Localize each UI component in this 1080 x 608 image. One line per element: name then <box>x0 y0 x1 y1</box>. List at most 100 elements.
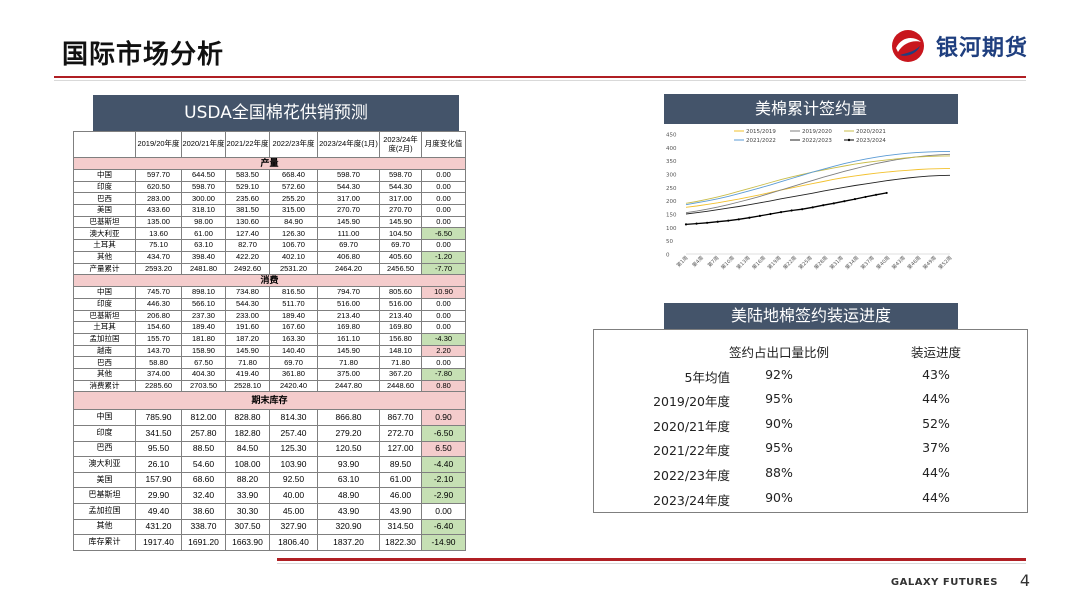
data-point <box>811 206 814 209</box>
row-label: 产量累计 <box>73 262 136 276</box>
table-row: 澳大利亚 26.10 54.60 108.00 103.90 93.90 89.50 -4.4… <box>73 456 466 473</box>
value-cell: 71.80 <box>225 356 270 369</box>
value-cell: 33.90 <box>225 487 270 504</box>
value-cell: 898.10 <box>181 286 226 299</box>
value-cell: 419.40 <box>225 368 270 381</box>
row-label: 土耳其 <box>73 239 136 252</box>
table-row: 巴西 58.80 67.50 71.80 69.70 71.80 71.80 0.00 <box>73 356 466 369</box>
data-point <box>885 191 888 195</box>
value-cell: 544.30 <box>225 297 270 311</box>
cumulative-sales-chart: 0 50 100 150 200 250 300 350 400 450 第1周 第4周 第7周 第10周… <box>664 124 958 290</box>
value-cell: 106.70 <box>269 239 318 252</box>
value-cell: 2456.50 <box>379 262 422 276</box>
legend-label: 2019/2020 <box>802 129 832 135</box>
table-row: 中国 745.70 898.10 734.80 816.50 794.70 805.60 10… <box>73 286 466 299</box>
value-cell: 49.40 <box>135 502 182 520</box>
row-label: 澳大利亚 <box>73 227 136 241</box>
value-cell: 307.50 <box>225 518 270 536</box>
value-cell: 90% <box>765 489 793 505</box>
legend-label: 2021/2022 <box>746 138 776 144</box>
x-tick-label: 第25周 <box>797 254 814 271</box>
table-row: 2022/23年度 88% 44% <box>594 461 1027 485</box>
row-label: 澳大利亚 <box>73 456 136 473</box>
table-row: 巴西 283.00 300.00 235.60 255.20 317.00 317.00 0.… <box>73 192 466 206</box>
value-cell: 431.20 <box>135 518 182 536</box>
data-point <box>748 216 751 219</box>
data-point <box>716 220 719 223</box>
value-cell: 43% <box>922 366 950 382</box>
value-cell: 125.30 <box>269 440 318 458</box>
row-label: 美国 <box>73 204 136 217</box>
season-label: 2021/22年度 <box>653 443 730 459</box>
footer-rule <box>277 558 1026 561</box>
row-label: 土耳其 <box>73 321 136 334</box>
table-row: 印度 341.50 257.80 182.80 257.40 279.20 272.70 -6… <box>73 424 466 442</box>
value-cell: 54.60 <box>181 456 226 473</box>
value-cell: 191.60 <box>225 321 270 334</box>
series-line-2021-2022 <box>685 151 950 206</box>
x-tick-label: 第31周 <box>828 254 845 271</box>
value-cell: 2528.10 <box>225 379 270 393</box>
value-cell: 433.60 <box>135 204 182 217</box>
value-cell: 734.80 <box>225 286 270 299</box>
season-label: 5年均值 <box>684 369 730 385</box>
value-cell: 1917.40 <box>135 534 182 551</box>
value-cell: 145.90 <box>317 215 380 229</box>
monthly-change-cell: 0.00 <box>421 502 466 520</box>
value-cell: 1822.30 <box>379 534 422 551</box>
value-cell: 318.10 <box>181 204 226 217</box>
value-cell: 84.90 <box>269 215 318 229</box>
value-cell: 84.50 <box>225 440 270 458</box>
season-label: 2020/21年度 <box>653 418 730 434</box>
value-cell: 320.90 <box>317 518 380 536</box>
value-cell: 130.60 <box>225 215 270 229</box>
table-row: 印度 620.50 598.70 529.10 572.60 544.30 544.30 0.… <box>73 180 466 194</box>
monthly-change-cell: 0.00 <box>421 356 466 369</box>
data-point <box>853 197 857 201</box>
value-cell: 2531.20 <box>269 262 318 276</box>
table-row: 2020/21年度 90% 52% <box>594 412 1027 436</box>
row-label: 其他 <box>73 250 136 264</box>
table-row: 库存累计 1917.40 1691.20 1663.90 1806.40 1837.20 1… <box>73 534 466 551</box>
usda-col-header: 2023/24年度(2月) <box>379 131 422 158</box>
y-tick-label: 150 <box>666 213 677 219</box>
shipping-header-row: 签约占出口量比例 装运进度 <box>594 338 1027 362</box>
value-cell: 317.00 <box>379 192 422 206</box>
data-point <box>801 208 804 211</box>
usda-col-header: 2020/21年度 <box>181 131 226 158</box>
value-cell: 89.50 <box>379 456 422 473</box>
footer-rule-thin <box>277 563 1026 564</box>
value-cell: 1691.20 <box>181 534 226 551</box>
value-cell: 95% <box>765 391 793 407</box>
usda-section-row: 产量 <box>73 157 466 170</box>
monthly-change-cell: 0.00 <box>421 204 466 217</box>
table-row: 巴基斯坦 206.80 237.30 233.00 189.40 213.40 213.40… <box>73 309 466 323</box>
season-label: 2023/24年度 <box>653 492 730 508</box>
line-chart-svg: 0 50 100 150 200 250 300 350 400 450 第1周 第4周 第7周 第10周… <box>666 129 953 271</box>
value-cell: 598.70 <box>379 169 422 182</box>
value-cell: 544.30 <box>379 180 422 194</box>
y-tick-label: 50 <box>666 239 673 245</box>
value-cell: 668.40 <box>269 169 318 182</box>
value-cell: 279.20 <box>317 424 380 442</box>
y-tick-label: 100 <box>666 226 677 232</box>
series-line-2023-2024 <box>685 192 887 226</box>
value-cell: 181.80 <box>181 332 226 346</box>
monthly-change-cell: 0.00 <box>421 297 466 311</box>
value-cell: 90% <box>765 415 793 431</box>
shipping-col-header: 签约占出口量比例 <box>728 345 829 360</box>
x-tick-label: 第4周 <box>691 254 705 268</box>
table-row: 孟加拉国 49.40 38.60 30.30 45.00 43.90 43.90 0.00 <box>73 502 466 520</box>
data-point <box>874 193 878 196</box>
table-row: 土耳其 75.10 63.10 82.70 106.70 69.70 69.70 0.00 <box>73 239 466 252</box>
usda-header-row: 2019/20年度 2020/21年度 2021/22年度 2022/23年度 2023… <box>73 131 466 158</box>
value-cell: 88.20 <box>225 471 270 489</box>
row-label: 印度 <box>73 180 136 194</box>
value-cell: 2448.60 <box>379 379 422 393</box>
value-cell: 95.50 <box>135 440 182 458</box>
table-row: 5年均值 92% 43% <box>594 363 1027 387</box>
value-cell: 148.10 <box>379 344 422 358</box>
value-cell: 38.60 <box>181 502 226 520</box>
series-line-2022-2023 <box>685 174 951 215</box>
row-label: 巴西 <box>73 440 136 458</box>
